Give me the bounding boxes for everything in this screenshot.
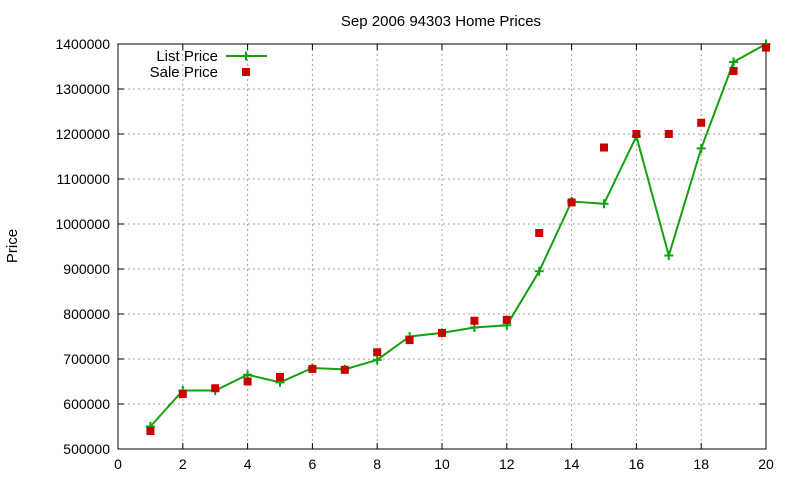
- y-tick-label: 1200000: [55, 126, 110, 142]
- sale-price-point: [697, 118, 706, 127]
- sale-price-point: [308, 364, 317, 373]
- sale-price-point: [276, 373, 284, 381]
- y-tick-label: 900000: [63, 261, 110, 277]
- x-tick-label: 8: [373, 456, 381, 472]
- y-axis-label: Price: [4, 229, 21, 263]
- x-axis-ticks: 0 2 4 6 8 10 12 14 16 18 20: [114, 44, 774, 472]
- y-tick-label: 600000: [63, 396, 110, 412]
- sale-price-point: [405, 336, 414, 345]
- sale-price-point: [664, 130, 673, 138]
- sale-price-point: [146, 427, 155, 435]
- list-price-point: [729, 57, 739, 67]
- x-tick-label: 10: [434, 456, 450, 472]
- y-tick-label: 1000000: [55, 216, 110, 232]
- sale-price-point: [438, 328, 446, 337]
- legend-label: Sale Price: [150, 64, 218, 81]
- x-tick-label: 0: [114, 456, 122, 472]
- y-tick-label: 1400000: [55, 36, 110, 52]
- x-tick-label: 6: [309, 456, 317, 472]
- sale-price-point: [340, 365, 349, 374]
- y-tick-label: 800000: [63, 306, 110, 322]
- list-price-point: [696, 143, 706, 153]
- sale-price-point: [502, 315, 511, 324]
- sale-price-point: [632, 130, 641, 138]
- x-tick-label: 18: [693, 456, 709, 472]
- list-price-point: [372, 355, 382, 365]
- list-price-point: [599, 199, 609, 209]
- list-price-point: [664, 251, 674, 260]
- legend-plus-marker: [241, 51, 251, 61]
- sale-price-point: [600, 143, 608, 152]
- sale-price-point: [535, 229, 544, 237]
- sale-price-point: [567, 198, 576, 207]
- series-marks: [145, 39, 771, 435]
- y-tick-label: 700000: [63, 351, 110, 367]
- list-price-line: [149, 43, 767, 428]
- sale-price-point: [178, 390, 187, 399]
- legend-square-marker: [242, 68, 250, 76]
- sale-price-point: [211, 384, 220, 393]
- y-tick-label: 500000: [63, 441, 110, 457]
- sale-price-point: [373, 348, 382, 357]
- y-axis-ticks: 500000 600000 700000 800000 900000 1000000 110…: [55, 36, 766, 457]
- y-tick-label: 1100000: [57, 171, 111, 187]
- sale-price-point: [729, 67, 738, 75]
- y-tick-label: 1300000: [55, 81, 110, 97]
- sale-price-point: [762, 43, 770, 52]
- list-price-point: [534, 266, 544, 276]
- x-tick-label: 20: [758, 456, 774, 472]
- x-tick-label: 14: [564, 456, 580, 472]
- sale-price-point: [243, 377, 252, 386]
- x-tick-label: 16: [629, 456, 645, 472]
- x-tick-label: 4: [244, 456, 252, 472]
- sale-price-point: [470, 316, 479, 325]
- legend-label: List Price: [156, 48, 218, 65]
- x-tick-label: 2: [179, 456, 187, 472]
- grid-lines: [118, 44, 766, 449]
- x-tick-label: 12: [499, 456, 515, 472]
- chart-title: Sep 2006 94303 Home Prices: [341, 13, 541, 30]
